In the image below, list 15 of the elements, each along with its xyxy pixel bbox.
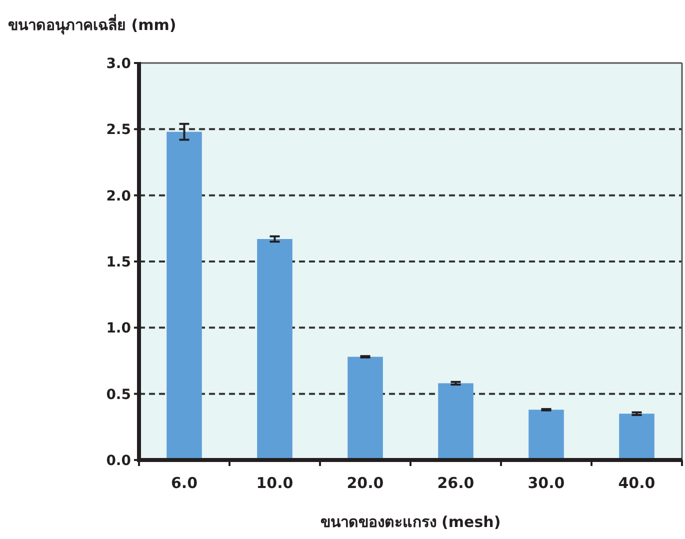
x-tick-label: 26.0 — [437, 474, 474, 492]
y-tick-label: 2.5 — [106, 122, 131, 138]
x-axis-title: ขนาดของตะแกรง (mesh) — [320, 513, 501, 531]
y-tick-label: 0.0 — [106, 453, 131, 469]
y-tick-label: 3.0 — [106, 56, 131, 72]
x-tick-label: 30.0 — [528, 474, 565, 492]
y-axis-title: ขนาดอนุภาคเฉลี่ย (mm) — [8, 16, 176, 34]
x-tick-label: 6.0 — [170, 474, 198, 492]
x-tick-label: 10.0 — [256, 474, 294, 492]
y-tick-label: 0.5 — [106, 386, 131, 403]
y-tick-label: 1.0 — [106, 320, 131, 337]
x-tick-label: 40.0 — [618, 474, 656, 492]
y-tick-label: 1.5 — [106, 254, 131, 270]
x-tick-label: 20.0 — [346, 474, 384, 492]
y-tick-label: 2.0 — [106, 188, 131, 204]
